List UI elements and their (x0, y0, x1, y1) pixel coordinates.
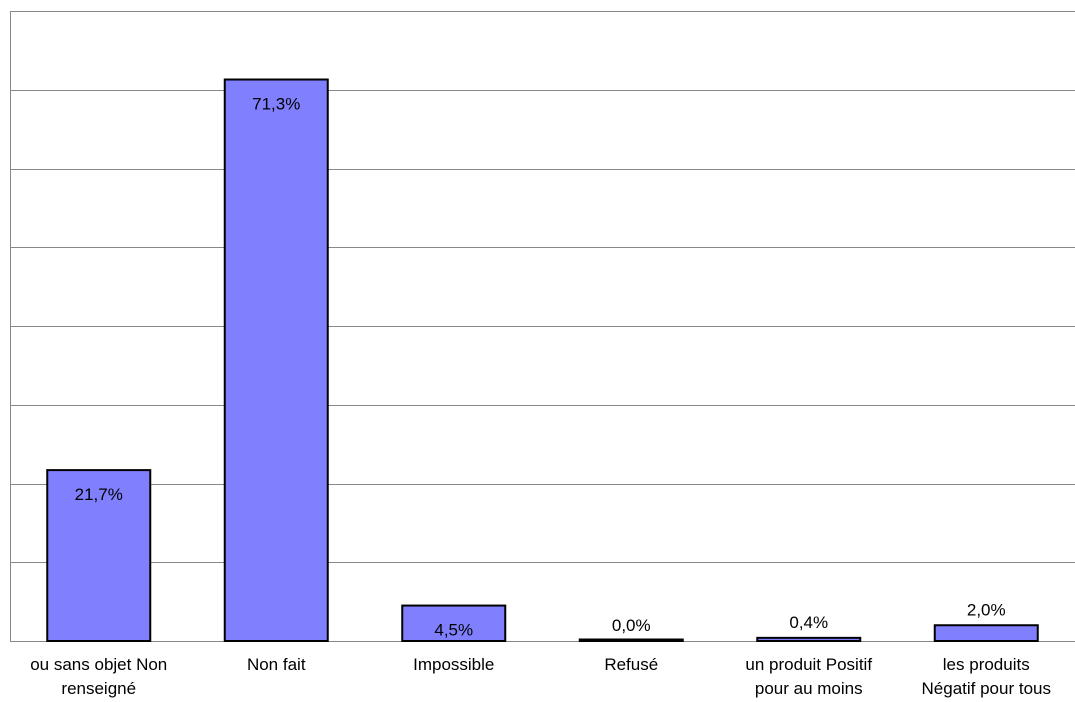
bar-data-label: 71,3% (252, 95, 300, 114)
bar-data-label: 4,5% (434, 621, 473, 640)
bar (401, 604, 507, 642)
bar-data-label: 0,4% (789, 613, 828, 632)
category-label: Non fait (247, 655, 306, 674)
category-label: Refusé (604, 655, 658, 674)
bars (46, 78, 1039, 642)
category-label: un produit Positif (745, 655, 872, 674)
data-labels: 21,7% 71,3% 4,5% 0,0% 0,4% 2,0% (75, 95, 1006, 640)
bar (933, 624, 1039, 642)
category-label: ou sans objet Non (30, 655, 167, 674)
gridlines (10, 11, 1075, 642)
x-axis-tick-labels: ou sans objet Non renseigné Non fait Imposs… (30, 655, 1051, 698)
category-label: pour au moins (755, 679, 863, 698)
category-label: Impossible (413, 655, 494, 674)
bar (578, 638, 684, 642)
bar (223, 78, 329, 642)
category-label: Négatif pour tous (922, 679, 1051, 698)
bar-data-label: 21,7% (75, 485, 123, 504)
bar-data-label: 0,0% (612, 616, 651, 635)
bar (756, 636, 862, 642)
bar (46, 469, 152, 642)
category-label: renseigné (61, 679, 136, 698)
category-label: les produits (943, 655, 1030, 674)
bar-data-label: 2,0% (967, 600, 1006, 619)
